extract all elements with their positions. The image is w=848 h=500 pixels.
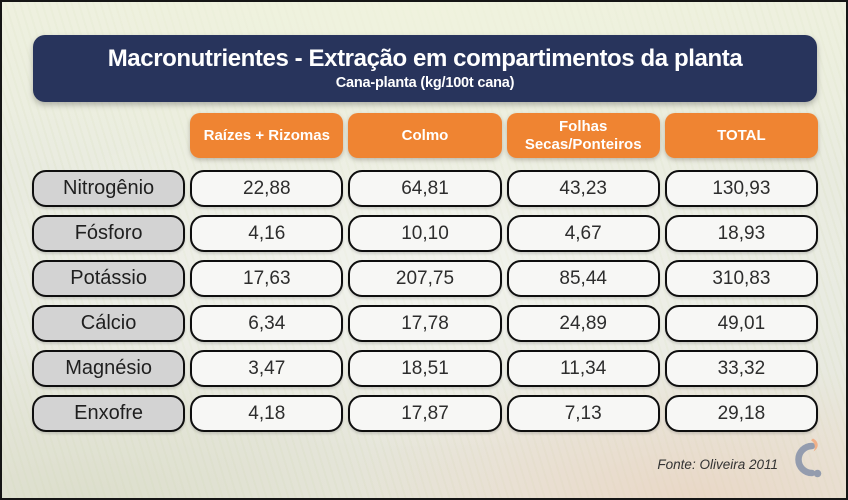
table-cell: 11,34: [506, 350, 660, 387]
row-label: Enxofre: [32, 395, 186, 432]
page-title: Macronutrientes - Extração em compartime…: [107, 44, 743, 72]
table-cell: 33,32: [664, 350, 818, 387]
table-cell: 310,83: [664, 260, 818, 297]
table-cell: 7,13: [506, 395, 660, 432]
column-header-folhas-secas-ponteiros: Folhas Secas/Ponteiros: [506, 113, 660, 158]
header-spacer: [32, 113, 185, 158]
table-cell: 43,23: [506, 170, 660, 207]
table-cell: 18,93: [664, 215, 818, 252]
row-label: Potássio: [32, 260, 186, 297]
column-header-total: TOTAL: [664, 113, 818, 158]
table-cell: 17,78: [348, 305, 502, 342]
table-cell: 17,63: [190, 260, 344, 297]
table-cell: 207,75: [348, 260, 502, 297]
column-header-raizes-rizomas: Raízes + Rizomas: [190, 113, 344, 158]
table-cell: 18,51: [348, 350, 502, 387]
row-label: Nitrogênio: [32, 170, 186, 207]
table-cell: 85,44: [506, 260, 660, 297]
table-body: Nitrogênio 22,88 64,81 43,23 130,93 Fósf…: [32, 170, 818, 432]
table-cell: 3,47: [190, 350, 344, 387]
table-cell: 10,10: [348, 215, 502, 252]
table-cell: 17,87: [348, 395, 502, 432]
table-cell: 4,67: [506, 215, 660, 252]
c-swoosh-logo-icon: [795, 438, 822, 478]
row-label: Cálcio: [32, 305, 186, 342]
column-header-colmo: Colmo: [348, 113, 502, 158]
page-subtitle: Cana-planta (kg/100t cana): [335, 75, 515, 92]
table-cell: 24,89: [506, 305, 660, 342]
table-cell: 29,18: [664, 395, 818, 432]
table-cell: 130,93: [664, 170, 818, 207]
table-cell: 4,18: [190, 395, 344, 432]
table-header-row: Raízes + Rizomas Colmo Folhas Secas/Pont…: [32, 113, 818, 158]
source-citation: Fonte: Oliveira 2011: [657, 457, 778, 472]
table-cell: 6,34: [190, 305, 344, 342]
table-cell: 49,01: [664, 305, 818, 342]
table-cell: 64,81: [348, 170, 502, 207]
table-cell: 22,88: [190, 170, 344, 207]
row-label: Fósforo: [32, 215, 186, 252]
title-banner: Macronutrientes - Extração em compartime…: [33, 35, 817, 102]
table-cell: 4,16: [190, 215, 344, 252]
row-label: Magnésio: [32, 350, 186, 387]
